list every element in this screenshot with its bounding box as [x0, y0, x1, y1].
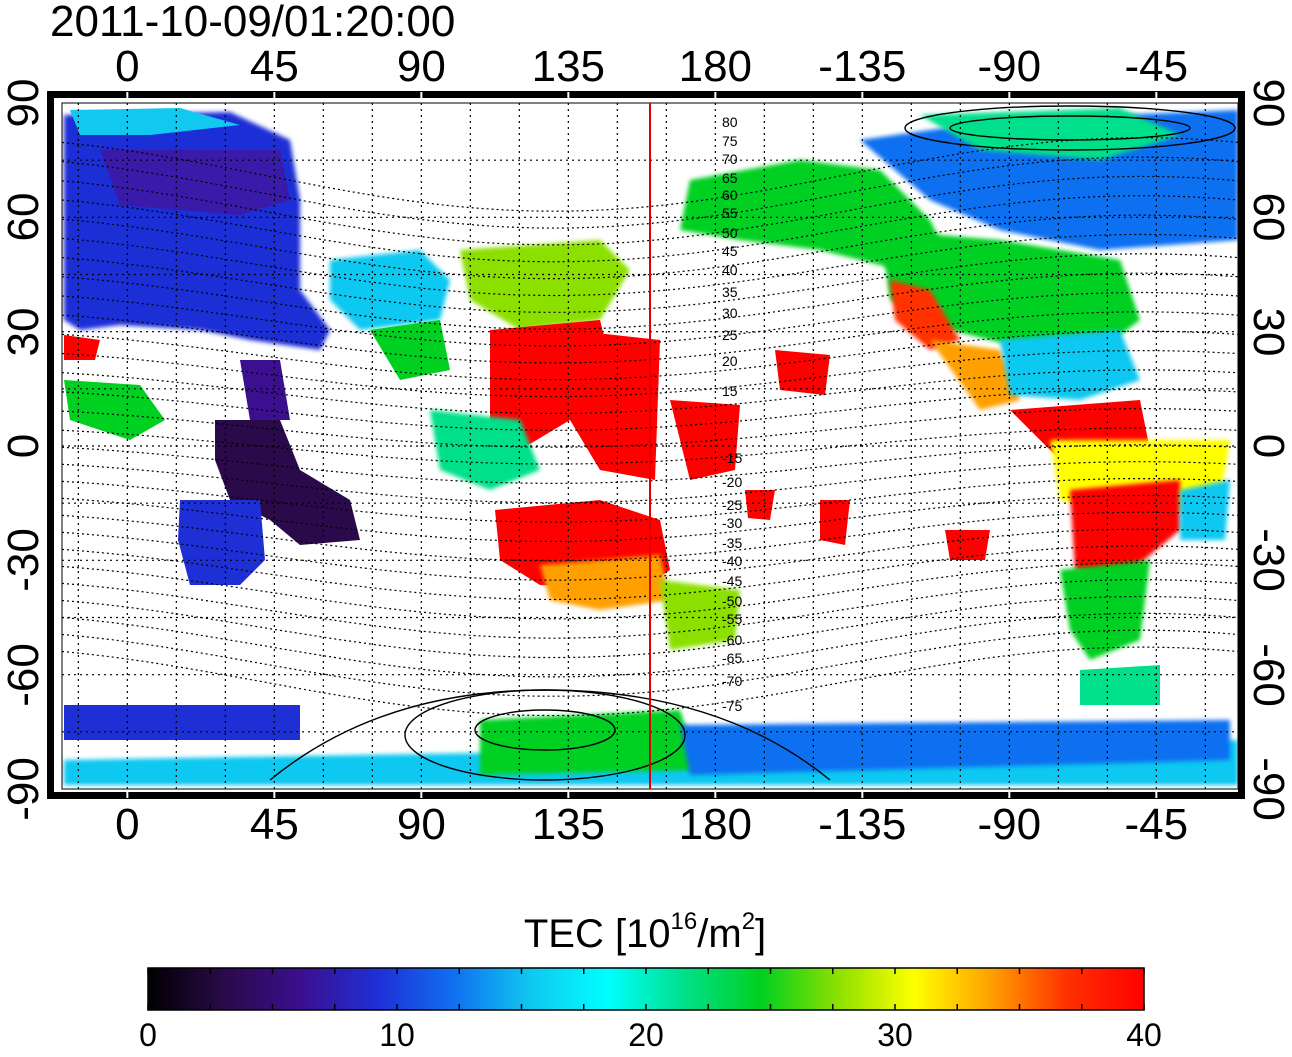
colorbar-gradient [147, 967, 1145, 1011]
tec-region-east-usa-blue [1000, 330, 1140, 400]
bottom-lon-tick-2: 90 [396, 800, 446, 849]
tec-region-red-patch-2 [775, 350, 830, 395]
tec-region-patagonia-green [1060, 560, 1150, 660]
tec-region-australia-orange [540, 555, 670, 610]
tec-region-south-america-red [1070, 480, 1180, 580]
contour-label-6: 50 [722, 225, 738, 241]
top-lon-tick-2: 90 [396, 42, 446, 91]
top-lon-tick-7: -45 [1124, 42, 1189, 91]
contour-label-17: -30 [722, 515, 742, 531]
bottom-lon-tick-4: 180 [678, 800, 753, 849]
tec-region-north-europe [100, 150, 290, 215]
colorbar-tick-3: 30 [877, 1017, 913, 1053]
tec-region-arctic-cyan [70, 108, 240, 135]
bottom-lon-tick-5: -135 [818, 800, 907, 849]
top-lon-tick-1: 45 [249, 42, 299, 91]
tec-region-red-patch-5 [745, 490, 775, 520]
top-lon-tick-3: 135 [531, 42, 606, 91]
colorbar-tick-4: 40 [1126, 1017, 1162, 1053]
contour-label-23: -60 [722, 632, 742, 648]
tec-region-africa-dark [215, 420, 360, 545]
tec-region-antarctic-blue [680, 720, 1230, 775]
top-lon-tick-0: 0 [115, 42, 140, 91]
contour-label-8: 40 [722, 262, 738, 278]
contour-label-16: -25 [722, 497, 742, 513]
contour-label-15: -20 [722, 474, 742, 490]
contour-label-24: -65 [722, 650, 742, 666]
contour-label-1: 75 [722, 133, 738, 149]
colorbar-tick-1: 10 [379, 1017, 415, 1053]
contour-label-9: 35 [722, 284, 738, 300]
tec-region-central-asia [330, 250, 450, 330]
frame-tick-bars [48, 92, 1244, 798]
contour-label-11: 25 [722, 327, 738, 343]
top-lon-tick-5: -135 [818, 42, 907, 91]
tec-region-pacific-scatter [570, 330, 660, 480]
contour-label-25: -70 [722, 673, 742, 689]
bottom-lon-tick-6: -90 [977, 800, 1042, 849]
contour-label-13: 15 [722, 383, 738, 399]
contour-label-26: -75 [722, 698, 742, 714]
tec-region-west-coast-red [890, 280, 960, 350]
solid-contours [269, 105, 1236, 781]
tec-region-south-africa [178, 500, 265, 585]
contour-label-4: 60 [722, 187, 738, 203]
contour-label-12: 20 [722, 353, 738, 369]
bottom-lon-tick-3: 135 [531, 800, 606, 849]
map-title: 2011-10-09/01:20:00 [50, 0, 456, 46]
tec-region-west-africa [64, 380, 165, 440]
colorbar-tick-2: 20 [628, 1017, 664, 1053]
tec-region-red-patch-4 [945, 530, 990, 560]
contour-label-5: 55 [722, 205, 738, 221]
bottom-lon-tick-1: 45 [249, 800, 299, 849]
contour-label-0: 80 [722, 114, 738, 130]
contour-label-19: -40 [722, 553, 742, 569]
tec-region-africa-purple [240, 360, 290, 420]
tec-region-mexico-orange [930, 340, 1020, 410]
contour-label-7: 45 [722, 243, 738, 259]
contour-label-3: 65 [722, 170, 738, 186]
contour-label-2: 70 [722, 151, 738, 167]
tec-region-new-zealand [660, 580, 740, 650]
tec-region-red-patch-3 [820, 500, 850, 545]
contour-label-14: -15 [722, 450, 742, 466]
tec-region-india [370, 320, 450, 380]
tec-region-brazil-cyan [1180, 480, 1230, 540]
contour-label-21: -50 [722, 593, 742, 609]
contour-label-22: -55 [722, 611, 742, 627]
top-lon-tick-4: 180 [678, 42, 753, 91]
tec-region-se-asia [430, 410, 540, 490]
tec-region-antarctic-green [480, 710, 700, 775]
colorbar-tick-0: 0 [139, 1017, 157, 1053]
tec-region-east-asia-green [460, 240, 630, 330]
bottom-lon-tick-0: 0 [115, 800, 140, 849]
colorbar-title: TEC [1016/m2] [523, 908, 767, 957]
contour-label-20: -45 [722, 573, 742, 589]
contour-label-10: 30 [722, 305, 738, 321]
bottom-lon-tick-7: -45 [1124, 800, 1189, 849]
top-lon-tick-6: -90 [977, 42, 1042, 91]
contour-label-18: -35 [722, 535, 742, 551]
